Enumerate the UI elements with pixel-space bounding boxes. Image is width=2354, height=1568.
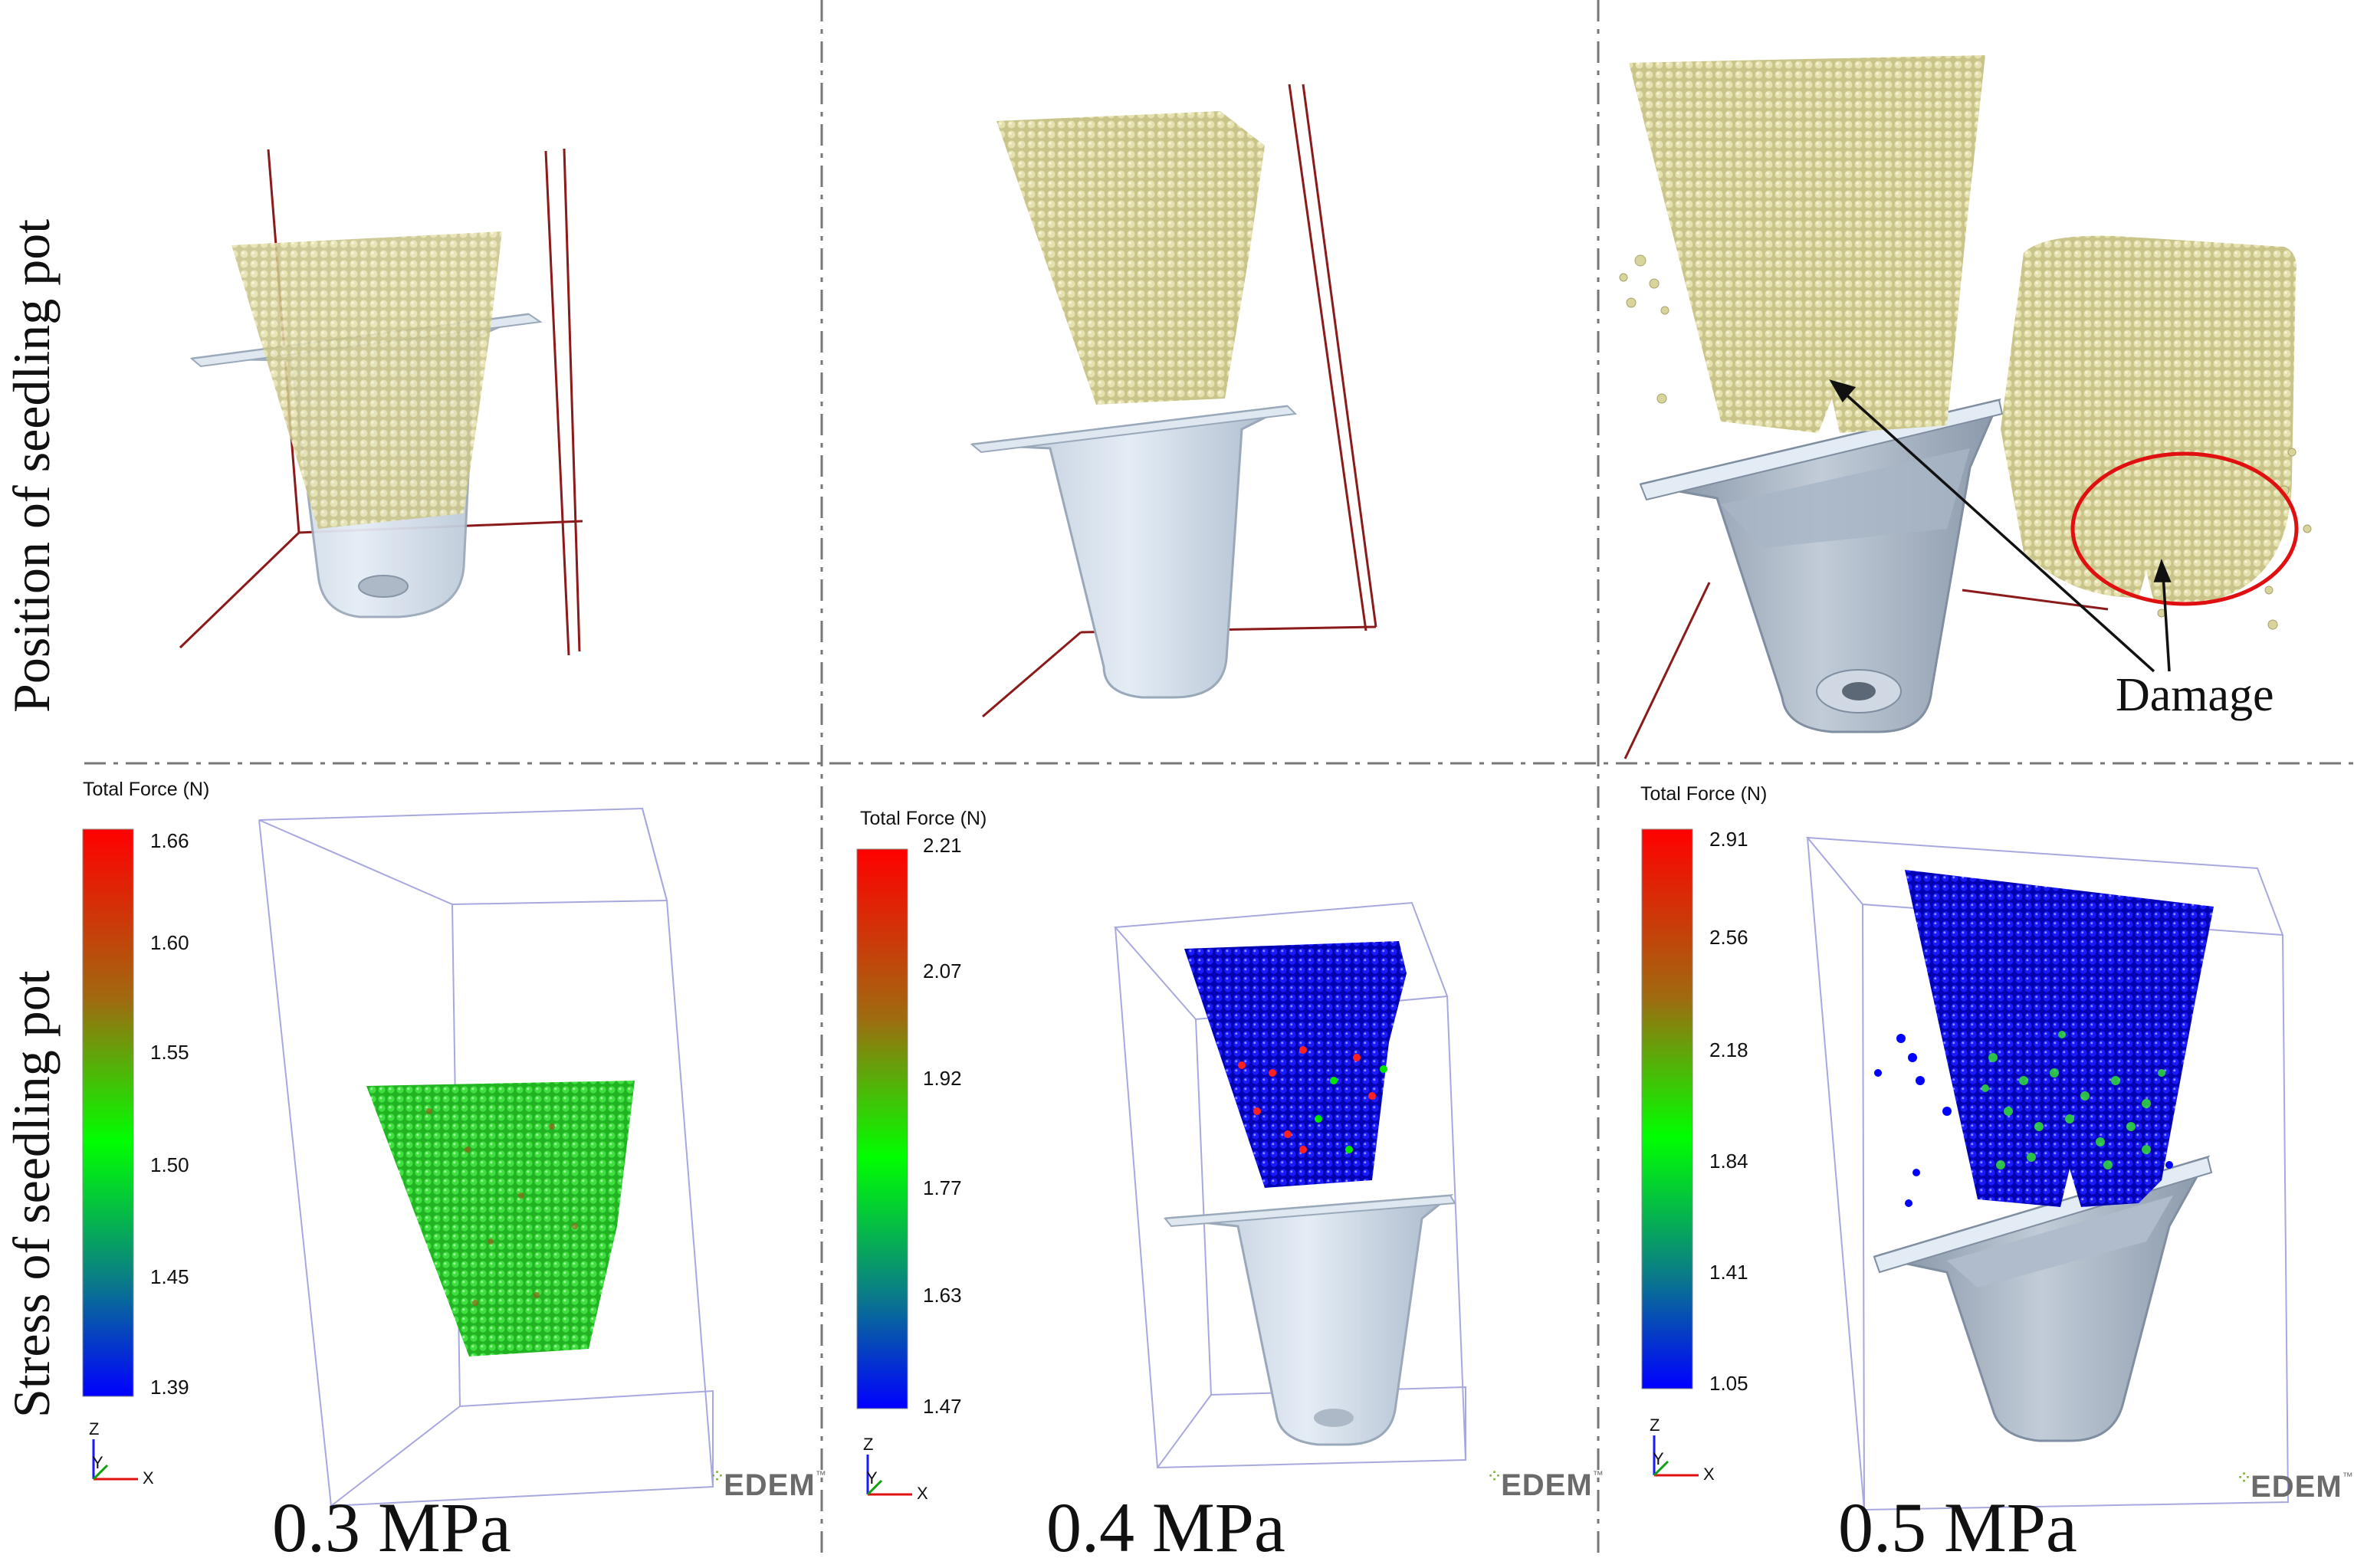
colorbar-0.5mpa (1641, 828, 1693, 1389)
colorbar-tick: 1.66 (150, 829, 189, 852)
soil-block (231, 231, 502, 529)
axis-y-label: Y (1653, 1449, 1664, 1468)
edem-logo: ⁘EDEM™ (1489, 1468, 1604, 1502)
row-label-stress: Stress of seedling pot (2, 970, 61, 1418)
position-view-0.3mpa (179, 148, 583, 656)
colorbar-0.4mpa (856, 848, 908, 1409)
colorbar-tick: 1.45 (150, 1265, 189, 1288)
axis-x-label: X (917, 1484, 928, 1503)
panel-dividers (84, 0, 2354, 1560)
row-label-position: Position of seedling pot (2, 218, 61, 713)
pressure-label-0.4mpa: 0.4 MPa (1046, 1488, 1285, 1566)
axis-z-label: Z (89, 1419, 100, 1438)
damage-circle (2070, 451, 2299, 606)
edem-logo: ⁘EDEM™ (711, 1468, 827, 1502)
axis-x-label: X (143, 1468, 154, 1488)
soil-block (996, 111, 1265, 405)
axis-x-label: X (1703, 1465, 1715, 1484)
axis-z-label: Z (1650, 1415, 1660, 1435)
position-view-0.5mpa (1619, 55, 2312, 759)
soil-block (1629, 55, 1985, 433)
colorbar-tick: 2.21 (923, 834, 962, 857)
axis-y-label: Y (866, 1468, 878, 1488)
colorbar-tick: 1.47 (923, 1395, 962, 1418)
seedling-pot (971, 405, 1289, 699)
soil-block (366, 1081, 635, 1356)
soil-block (1184, 941, 1407, 1188)
colorbar-tick: 1.39 (150, 1376, 189, 1399)
soil-block-closeup (2001, 235, 2297, 602)
stress-view-0.4mpa (1113, 901, 1467, 1469)
colorbar-tick: 2.07 (923, 959, 962, 982)
axis-y-label: Y (92, 1453, 103, 1472)
position-view-0.4mpa (970, 84, 1377, 718)
colorbar-title: Total Force (N) (1640, 783, 1768, 805)
seedling-pot (1164, 1194, 1454, 1446)
colorbar-tick: 1.84 (1709, 1150, 1748, 1173)
pressure-label-0.5mpa: 0.5 MPa (1838, 1488, 2077, 1566)
colorbar-tick: 1.50 (150, 1153, 189, 1176)
colorbar-0.3mpa (82, 828, 134, 1397)
stress-view-0.5mpa (1805, 836, 2290, 1511)
colorbar-tick: 1.77 (923, 1176, 962, 1199)
axis-triad (92, 1435, 1699, 1496)
colorbar-tick: 1.55 (150, 1041, 189, 1064)
colorbar-tick: 1.60 (150, 931, 189, 954)
colorbar-title: Total Force (N) (83, 779, 210, 800)
colorbar-tick: 1.63 (923, 1284, 962, 1307)
axis-z-label: Z (863, 1435, 874, 1454)
edem-logo: ⁘EDEM™ (2238, 1470, 2354, 1504)
colorbar-title: Total Force (N) (860, 808, 987, 829)
stress-view-0.3mpa (258, 807, 714, 1507)
colorbar-tick: 1.41 (1709, 1261, 1748, 1284)
damage-label: Damage (2116, 669, 2274, 721)
colorbar-tick: 2.56 (1709, 926, 1748, 949)
colorbar-tick: 1.92 (923, 1067, 962, 1090)
colorbar-tick: 2.18 (1709, 1038, 1748, 1061)
colorbar-tick: 1.05 (1709, 1372, 1748, 1395)
pressure-label-0.3mpa: 0.3 MPa (272, 1488, 511, 1566)
colorbar-tick: 2.91 (1709, 828, 1748, 851)
soil-block (1905, 870, 2214, 1207)
